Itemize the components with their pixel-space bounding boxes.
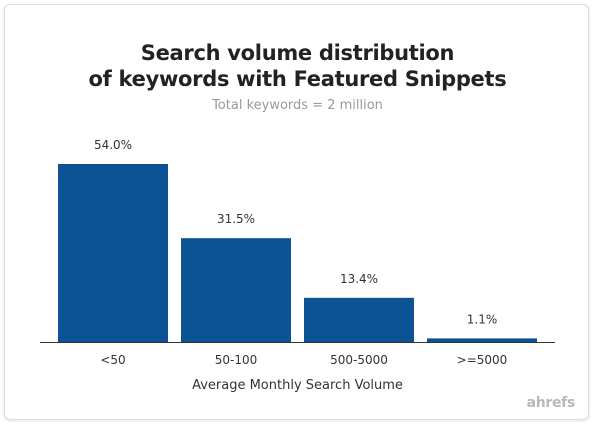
chart-title-line-1: Search volume distribution — [140, 41, 455, 65]
bar-1 — [58, 164, 168, 342]
x-tick-label-1: <50 — [100, 353, 125, 367]
ahrefs-logo: ahrefs — [526, 395, 576, 411]
chart-subtitle: Total keywords = 2 million — [212, 98, 383, 113]
x-tick-label-3: 500-5000 — [330, 353, 388, 367]
data-label-3: 13.4% — [340, 272, 378, 286]
data-label-2: 31.5% — [217, 212, 255, 226]
data-label-1: 54.0% — [94, 138, 132, 152]
x-axis-title: Average Monthly Search Volume — [192, 378, 403, 393]
x-tick-label-4: >=5000 — [457, 353, 508, 367]
chart-title-line-2: of keywords with Featured Snippets — [88, 67, 507, 91]
bar-4 — [427, 338, 537, 342]
x-tick-label-2: 50-100 — [215, 353, 258, 367]
bar-3 — [304, 297, 414, 342]
bar-2 — [181, 238, 291, 342]
data-label-4: 1.1% — [467, 312, 498, 326]
